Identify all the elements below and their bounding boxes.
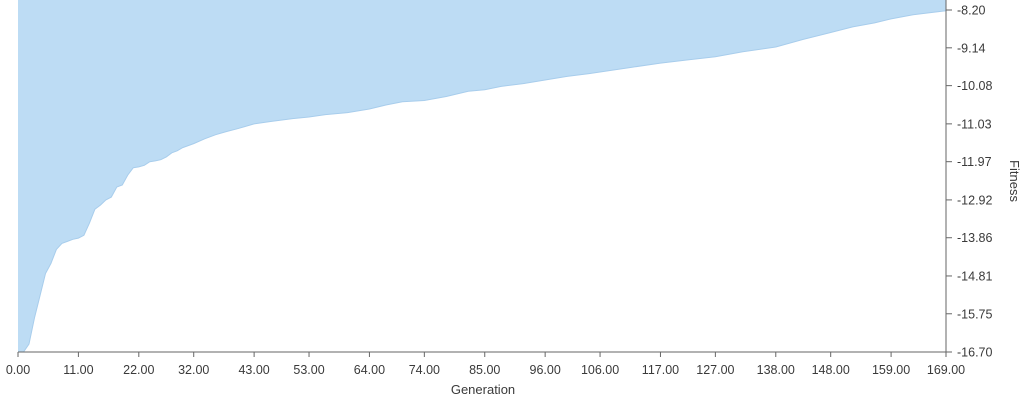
x-tick-label: 96.00 bbox=[530, 363, 561, 377]
x-tick-label: 43.00 bbox=[238, 363, 269, 377]
y-tick-label: -12.92 bbox=[957, 193, 992, 207]
x-axis-ticks: 0.00 11.00 22.00 32.00 43.00 53.00 64.00 74.00 8… bbox=[6, 352, 965, 377]
x-tick-label: 138.00 bbox=[757, 363, 795, 377]
y-tick-label: -11.97 bbox=[957, 155, 992, 169]
x-tick-label: 169.00 bbox=[927, 363, 965, 377]
fitness-area bbox=[18, 0, 946, 352]
y-axis-title: Fitness bbox=[1007, 160, 1022, 202]
y-tick-label: -16.70 bbox=[957, 346, 992, 360]
x-tick-label: 117.00 bbox=[642, 363, 679, 377]
x-tick-label: 148.00 bbox=[812, 363, 850, 377]
y-tick-label: -15.75 bbox=[957, 307, 992, 321]
area-layer bbox=[18, 0, 947, 353]
y-tick-label: -14.81 bbox=[957, 269, 992, 283]
x-tick-label: 106.00 bbox=[581, 363, 619, 377]
fitness-line bbox=[18, 10, 947, 353]
y-tick-label: -9.14 bbox=[957, 41, 986, 55]
x-axis-title: Generation bbox=[451, 382, 515, 397]
x-tick-label: 22.00 bbox=[123, 363, 154, 377]
x-tick-label: 127.00 bbox=[696, 363, 734, 377]
x-tick-label: 159.00 bbox=[872, 363, 910, 377]
y-tick-label: -13.86 bbox=[957, 231, 992, 245]
x-tick-label: 11.00 bbox=[63, 363, 93, 377]
axes-layer bbox=[18, 0, 947, 353]
y-axis-ticks: -8.20 -9.14 -10.08 -11.03 -11.97 -12.92 -13.86… bbox=[946, 4, 992, 360]
x-tick-label: 53.00 bbox=[293, 363, 324, 377]
x-tick-label: 0.00 bbox=[6, 363, 30, 377]
y-tick-label: -11.03 bbox=[957, 117, 992, 131]
x-tick-label: 85.00 bbox=[469, 363, 500, 377]
x-tick-label: 64.00 bbox=[354, 363, 385, 377]
x-tick-label: 74.00 bbox=[409, 363, 440, 377]
y-tick-label: -8.20 bbox=[957, 4, 986, 18]
x-tick-label: 32.00 bbox=[178, 363, 209, 377]
y-tick-label: -10.08 bbox=[957, 79, 992, 93]
